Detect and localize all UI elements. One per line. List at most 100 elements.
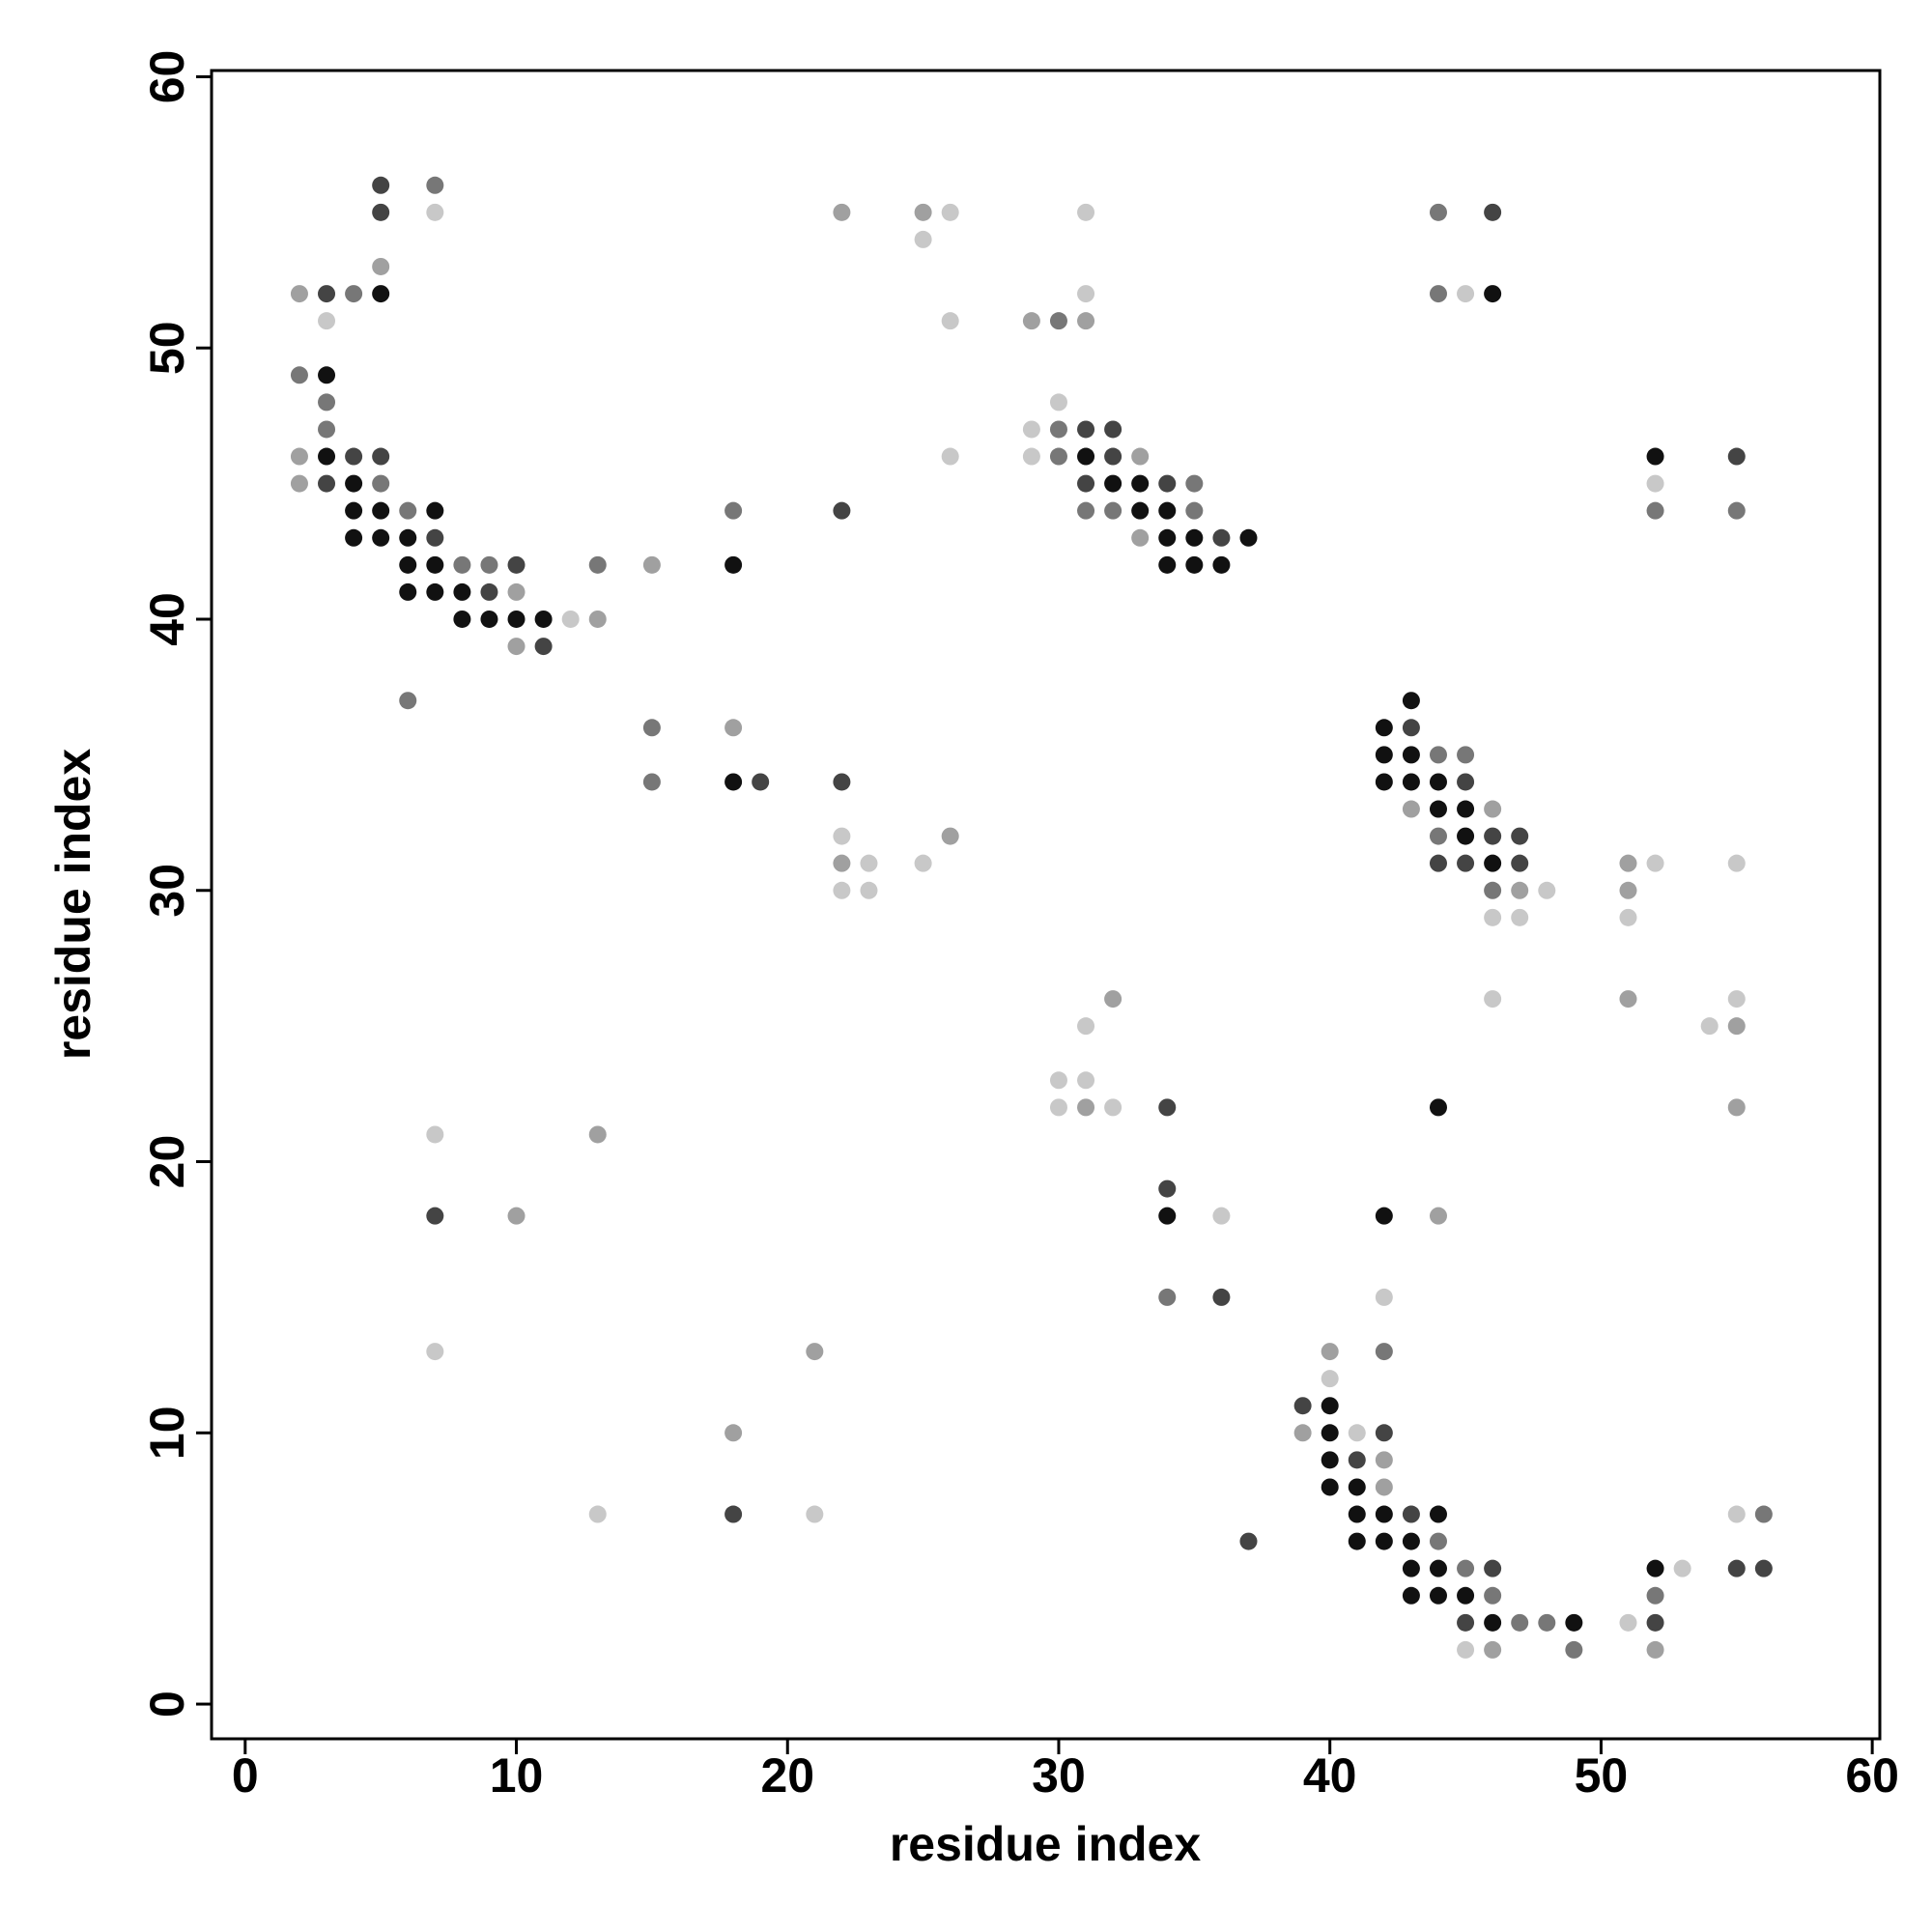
point	[1484, 1613, 1502, 1632]
point	[1511, 908, 1529, 926]
point	[480, 582, 498, 601]
point	[1104, 474, 1122, 493]
point	[453, 555, 471, 574]
point	[724, 501, 743, 520]
x-tick-label: 20	[760, 1748, 814, 1803]
point	[1375, 1532, 1393, 1550]
point	[1049, 447, 1067, 466]
point	[1077, 312, 1095, 330]
point	[588, 610, 607, 628]
point	[1646, 854, 1664, 872]
point	[372, 257, 390, 275]
y-tick-label: 30	[140, 864, 194, 918]
point	[1348, 1478, 1366, 1496]
point	[724, 719, 743, 737]
point	[453, 582, 471, 601]
point	[1457, 854, 1475, 872]
point	[399, 692, 417, 710]
point	[1429, 1586, 1447, 1605]
point	[1727, 1017, 1746, 1036]
point	[1429, 800, 1447, 818]
point	[399, 528, 417, 547]
point	[1457, 827, 1475, 845]
point	[1131, 528, 1150, 547]
point	[1402, 1586, 1420, 1605]
point	[426, 528, 444, 547]
point	[1646, 1559, 1664, 1577]
point	[1077, 501, 1095, 520]
point	[1619, 1613, 1637, 1632]
point	[426, 555, 444, 574]
point	[860, 881, 878, 899]
point	[1158, 528, 1177, 547]
x-tick-label: 40	[1303, 1748, 1357, 1803]
point	[345, 474, 363, 493]
point	[1077, 203, 1095, 221]
point	[1700, 1017, 1719, 1036]
point	[1375, 719, 1393, 737]
point	[1484, 827, 1502, 845]
point	[1077, 1017, 1095, 1036]
point	[1727, 447, 1746, 466]
point	[1646, 474, 1664, 493]
point	[1077, 474, 1095, 493]
point	[453, 610, 471, 628]
point	[1158, 501, 1177, 520]
point	[1049, 1098, 1067, 1117]
point	[290, 366, 308, 384]
point	[507, 638, 526, 656]
plot-frame	[210, 69, 1882, 1741]
point	[1457, 285, 1475, 303]
point	[345, 528, 363, 547]
point	[1429, 285, 1447, 303]
point	[1727, 501, 1746, 520]
point	[1348, 1532, 1366, 1550]
point	[1049, 393, 1067, 412]
point	[1104, 1098, 1122, 1117]
point	[1321, 1451, 1339, 1469]
point	[318, 474, 336, 493]
point	[399, 501, 417, 520]
y-tick-label: 10	[140, 1406, 194, 1460]
point	[1049, 420, 1067, 439]
point	[1484, 800, 1502, 818]
point	[1375, 1451, 1393, 1469]
point	[941, 312, 959, 330]
point	[724, 773, 743, 791]
point	[1457, 773, 1475, 791]
point	[1375, 1505, 1393, 1523]
point	[426, 501, 444, 520]
point	[1511, 1613, 1529, 1632]
point	[833, 827, 851, 845]
point	[1239, 528, 1258, 547]
point	[1131, 447, 1150, 466]
point	[426, 176, 444, 194]
point	[399, 582, 417, 601]
point	[833, 881, 851, 899]
point	[1212, 528, 1231, 547]
point	[1402, 1505, 1420, 1523]
point	[1239, 1532, 1258, 1550]
point	[1402, 1559, 1420, 1577]
point	[1022, 447, 1040, 466]
point	[1429, 1207, 1447, 1225]
point	[1484, 1586, 1502, 1605]
point	[1131, 474, 1150, 493]
point	[372, 501, 390, 520]
point	[1646, 1640, 1664, 1659]
point	[1484, 990, 1502, 1009]
x-axis-label: residue index	[890, 1817, 1202, 1871]
x-tick-label: 60	[1845, 1748, 1899, 1803]
point	[1646, 501, 1664, 520]
point	[1619, 881, 1637, 899]
point	[1429, 1532, 1447, 1550]
point	[1022, 420, 1040, 439]
point	[833, 773, 851, 791]
point	[1727, 1098, 1746, 1117]
point	[1511, 827, 1529, 845]
point	[1646, 447, 1664, 466]
point	[1131, 501, 1150, 520]
point	[1375, 1207, 1393, 1225]
point	[1511, 881, 1529, 899]
